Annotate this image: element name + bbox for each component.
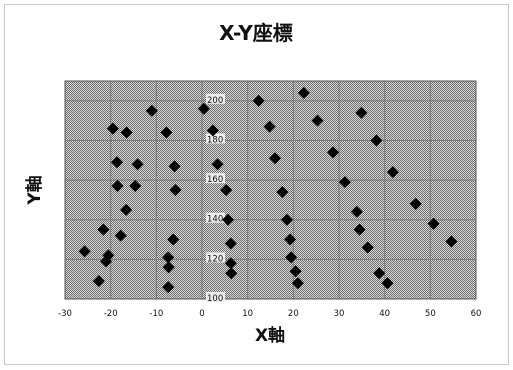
plot-area xyxy=(65,81,476,299)
data-point-38 xyxy=(297,86,310,99)
data-point-15 xyxy=(162,251,175,264)
data-point-47 xyxy=(355,106,368,119)
y-tick-label-background xyxy=(206,173,225,184)
data-point-29 xyxy=(252,94,265,107)
y-axis-title: Y軸 xyxy=(24,175,45,205)
x-tick-label: -10 xyxy=(149,309,163,319)
data-point-7 xyxy=(111,180,124,193)
y-tick-label-background xyxy=(206,252,225,263)
chart-frame xyxy=(4,4,509,365)
y-tick-label-background xyxy=(206,212,225,223)
data-point-11 xyxy=(129,180,142,193)
data-point-43 xyxy=(353,223,366,236)
data-point-13 xyxy=(145,104,158,117)
data-point-20 xyxy=(169,184,182,196)
data-point-33 xyxy=(280,213,293,226)
y-tick-label: 140 xyxy=(207,215,223,225)
y-tick-labels: 100 120 140 160 180 200 xyxy=(206,93,225,304)
data-point-52 xyxy=(445,235,458,248)
data-point-48 xyxy=(370,134,383,147)
data-point-28 xyxy=(225,267,238,280)
data-points xyxy=(78,86,458,294)
data-point-2 xyxy=(97,223,110,236)
data-point-30 xyxy=(263,120,276,133)
data-point-42 xyxy=(350,205,363,218)
data-point-10 xyxy=(120,203,133,216)
data-point-32 xyxy=(276,185,289,198)
y-tick-label: 160 xyxy=(207,175,223,185)
y-tick-label: 180 xyxy=(207,135,223,145)
data-point-50 xyxy=(409,197,422,210)
data-point-6 xyxy=(111,156,124,169)
x-tick-label: 10 xyxy=(242,309,253,319)
data-point-1 xyxy=(92,275,105,288)
x-axis-title: X軸 xyxy=(255,325,285,346)
data-point-36 xyxy=(289,265,302,278)
x-tick-label: 0 xyxy=(199,309,204,319)
data-point-12 xyxy=(131,158,144,171)
data-point-8 xyxy=(114,229,127,242)
data-point-14 xyxy=(160,126,173,139)
data-point-23 xyxy=(211,158,224,171)
data-point-39 xyxy=(311,114,324,127)
y-tick-label-background xyxy=(206,292,225,302)
data-point-17 xyxy=(162,281,175,294)
data-point-26 xyxy=(224,237,237,250)
x-tick-label: 60 xyxy=(471,309,482,319)
y-tick-label: 200 xyxy=(207,96,223,106)
y-tick-label-background xyxy=(206,93,225,104)
data-point-21 xyxy=(197,102,210,115)
data-point-27 xyxy=(224,257,237,270)
y-tick-label: 100 xyxy=(207,294,223,304)
data-point-16 xyxy=(162,261,175,274)
x-tick-label: 50 xyxy=(425,309,436,319)
x-tick-label: 30 xyxy=(334,309,345,319)
chart-title: X-Y座標 xyxy=(219,21,293,45)
data-point-22 xyxy=(206,124,219,137)
data-point-4 xyxy=(102,249,115,262)
x-tick-label: 20 xyxy=(288,309,299,319)
y-tick-label-background xyxy=(206,133,225,144)
x-tick-label: 40 xyxy=(379,309,390,319)
data-point-19 xyxy=(168,160,181,173)
data-point-41 xyxy=(338,176,351,189)
data-point-0 xyxy=(78,245,91,258)
data-point-45 xyxy=(373,267,386,280)
data-point-9 xyxy=(120,126,133,139)
data-point-34 xyxy=(284,233,297,246)
data-point-40 xyxy=(327,146,340,159)
grid-lines xyxy=(64,80,477,300)
data-point-46 xyxy=(381,277,394,290)
data-point-35 xyxy=(285,251,298,264)
data-point-37 xyxy=(291,277,304,290)
data-point-49 xyxy=(386,166,399,179)
data-point-51 xyxy=(427,217,440,230)
x-tick-labels: -30 -20 -10 0 10 20 30 40 50 60 xyxy=(58,309,481,319)
data-point-31 xyxy=(269,152,282,165)
data-point-25 xyxy=(222,213,235,226)
data-point-18 xyxy=(167,233,180,246)
data-point-24 xyxy=(220,184,233,196)
y-tick-label: 120 xyxy=(207,254,223,264)
data-point-5 xyxy=(106,122,119,135)
plot-border xyxy=(64,80,477,300)
x-tick-label: -30 xyxy=(58,309,72,319)
data-point-44 xyxy=(361,241,374,254)
x-tick-label: -20 xyxy=(104,309,118,319)
